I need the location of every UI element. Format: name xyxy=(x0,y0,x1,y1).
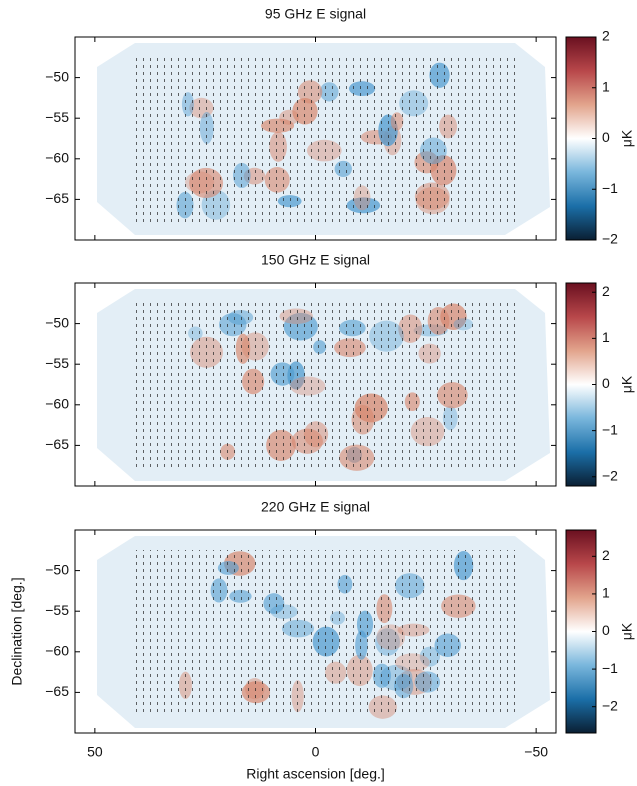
y-tick-label: −50 xyxy=(45,314,69,330)
y-tick-label: −50 xyxy=(45,68,69,84)
colorbar xyxy=(565,282,597,487)
colorbar-tick-label: −2 xyxy=(602,231,618,247)
colorbar-tick-label: −2 xyxy=(602,697,618,713)
colorbar-tick-label: −2 xyxy=(602,467,618,483)
colorbar-tick-label: 2 xyxy=(602,283,610,299)
colorbar-label: μK xyxy=(619,375,635,393)
panel-title: 95 GHz E signal xyxy=(265,6,366,22)
y-tick-label: −55 xyxy=(45,602,69,618)
colorbar-label: μK xyxy=(619,129,635,147)
map-field xyxy=(135,57,515,222)
map-field xyxy=(135,550,515,719)
polarization-vectors xyxy=(135,303,515,468)
colorbar xyxy=(565,529,597,734)
x-tick-label: −50 xyxy=(524,744,548,760)
y-tick-label: −60 xyxy=(45,643,69,659)
x-axis-label: Right ascension [deg.] xyxy=(246,766,385,782)
colorbar-tick-label: 2 xyxy=(602,28,610,44)
y-tick-label: −65 xyxy=(45,190,69,206)
colorbar-tick-label: 0 xyxy=(602,129,610,145)
colorbar-tick-label: 1 xyxy=(602,78,610,94)
x-tick-label: 0 xyxy=(312,744,320,760)
y-tick-label: −60 xyxy=(45,150,69,166)
y-axis-label: Declination [deg.] xyxy=(9,577,25,685)
panel-title: 150 GHz E signal xyxy=(261,252,370,268)
colorbar-tick-label: −1 xyxy=(602,180,618,196)
polarization-vectors xyxy=(135,550,515,715)
y-tick-label: −65 xyxy=(45,436,69,452)
y-tick-label: −60 xyxy=(45,396,69,412)
y-tick-label: −55 xyxy=(45,355,69,371)
panel-title: 220 GHz E signal xyxy=(261,499,370,515)
colorbar-tick-label: 2 xyxy=(602,547,610,563)
y-tick-label: −65 xyxy=(45,683,69,699)
colorbar-tick-label: −1 xyxy=(602,660,618,676)
y-tick-label: −55 xyxy=(45,109,69,125)
colorbar-tick-label: 1 xyxy=(602,585,610,601)
map-field xyxy=(135,303,515,471)
polarization-vectors xyxy=(135,57,515,222)
colorbar-label: μK xyxy=(619,622,635,640)
y-tick-label: −50 xyxy=(45,561,69,577)
colorbar-tick-label: −1 xyxy=(602,421,618,437)
x-tick-label: 50 xyxy=(87,744,103,760)
colorbar xyxy=(565,36,597,241)
colorbar-tick-label: 0 xyxy=(602,622,610,638)
colorbar-tick-label: 0 xyxy=(602,375,610,391)
colorbar-tick-label: 1 xyxy=(602,329,610,345)
